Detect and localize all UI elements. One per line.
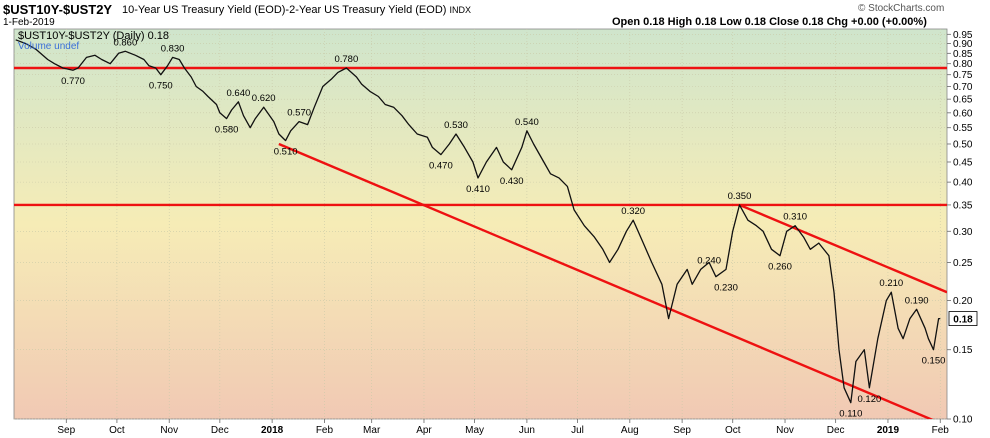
x-tick-label: 2018 xyxy=(261,425,284,436)
y-tick-label: 0.65 xyxy=(953,95,973,106)
chart-description: 10-Year US Treasury Yield (EOD)-2-Year U… xyxy=(122,4,471,16)
chart-ticker: $UST10Y-$UST2Y xyxy=(3,2,113,17)
data-label: 0.430 xyxy=(500,176,524,187)
data-label: 0.830 xyxy=(161,43,185,54)
data-label: 0.780 xyxy=(334,54,358,65)
y-tick-label: 0.30 xyxy=(953,227,973,238)
data-label: 0.350 xyxy=(728,191,752,202)
data-label: 0.620 xyxy=(252,93,276,104)
data-label: 0.510 xyxy=(274,147,298,158)
x-tick-label: Oct xyxy=(109,425,125,436)
y-tick-label: 0.80 xyxy=(953,59,973,70)
y-tick-label: 0.55 xyxy=(953,123,973,134)
x-tick-label: Sep xyxy=(673,425,691,436)
chart-date: 1-Feb-2019 xyxy=(3,17,55,28)
y-tick-label: 0.20 xyxy=(953,296,973,307)
data-label: 0.410 xyxy=(466,184,490,195)
x-tick-label: Jul xyxy=(571,425,584,436)
y-tick-label: 0.60 xyxy=(953,108,973,119)
data-label: 0.110 xyxy=(839,409,862,420)
x-tick-label: 2019 xyxy=(877,425,900,436)
x-tick-label: Dec xyxy=(827,425,845,436)
data-label: 0.190 xyxy=(905,295,929,306)
y-tick-label: 0.85 xyxy=(953,49,973,60)
data-label: 0.150 xyxy=(922,356,946,367)
x-tick-label: Oct xyxy=(725,425,741,436)
y-tick-label: 0.40 xyxy=(953,178,973,189)
y-tick-label: 0.10 xyxy=(953,415,973,426)
chart-description-text: 10-Year US Treasury Yield (EOD)-2-Year U… xyxy=(122,4,447,16)
y-tick-label: 0.15 xyxy=(953,345,973,356)
x-tick-label: Feb xyxy=(932,425,950,436)
data-label: 0.260 xyxy=(768,262,792,273)
legend-series-label: $UST10Y-$UST2Y (Daily) 0.18 xyxy=(18,30,170,42)
x-tick-label: Nov xyxy=(776,425,794,436)
data-label: 0.310 xyxy=(783,212,807,223)
data-label: 0.580 xyxy=(215,125,239,136)
last-value-marker xyxy=(948,311,978,326)
data-label: 0.570 xyxy=(287,108,311,119)
data-label: 0.240 xyxy=(697,255,721,266)
y-tick-label: 0.25 xyxy=(953,258,973,269)
y-tick-label: 0.75 xyxy=(953,70,973,81)
y-tick-label: 0.95 xyxy=(953,30,973,41)
data-label: 0.530 xyxy=(444,120,468,131)
trendline xyxy=(278,142,934,419)
x-tick-label: Dec xyxy=(211,425,229,436)
y-tick-label: 0.50 xyxy=(953,139,973,150)
y-tick-label: 0.35 xyxy=(953,200,973,211)
data-label: 0.770 xyxy=(61,76,85,87)
data-label: 0.470 xyxy=(429,161,453,172)
x-tick-label: Mar xyxy=(363,425,381,436)
x-tick-label: Feb xyxy=(316,425,334,436)
x-tick-label: Aug xyxy=(621,425,639,436)
ohlc-summary: Open 0.18 High 0.18 Low 0.18 Close 0.18 … xyxy=(612,16,927,28)
last-value-label: 0.18 xyxy=(953,315,973,326)
data-label: 0.210 xyxy=(879,278,903,289)
data-label: 0.540 xyxy=(515,117,539,128)
data-label: 0.320 xyxy=(621,206,645,217)
y-tick-label: 0.70 xyxy=(953,82,973,93)
data-label: 0.230 xyxy=(714,283,738,294)
x-tick-label: Jun xyxy=(519,425,535,436)
x-tick-label: Sep xyxy=(57,425,75,436)
exchange-label: INDX xyxy=(449,5,471,15)
y-tick-label: 0.45 xyxy=(953,157,973,168)
series-line xyxy=(15,39,941,404)
data-label: 0.750 xyxy=(149,81,173,92)
x-tick-label: Nov xyxy=(160,425,178,436)
data-label: 0.120 xyxy=(858,394,882,405)
y-tick-label: 0.90 xyxy=(953,39,973,50)
x-tick-label: Apr xyxy=(416,425,432,436)
legend-volume-label: Volume undef xyxy=(18,41,80,52)
brand-watermark: © StockCharts.com xyxy=(858,3,945,14)
data-label: 0.860 xyxy=(113,37,137,48)
trendline xyxy=(739,203,947,294)
x-tick-label: May xyxy=(465,425,484,436)
data-label: 0.640 xyxy=(227,88,251,99)
chart-legend: $UST10Y-$UST2Y (Daily) 0.18 Volume undef xyxy=(18,30,169,52)
